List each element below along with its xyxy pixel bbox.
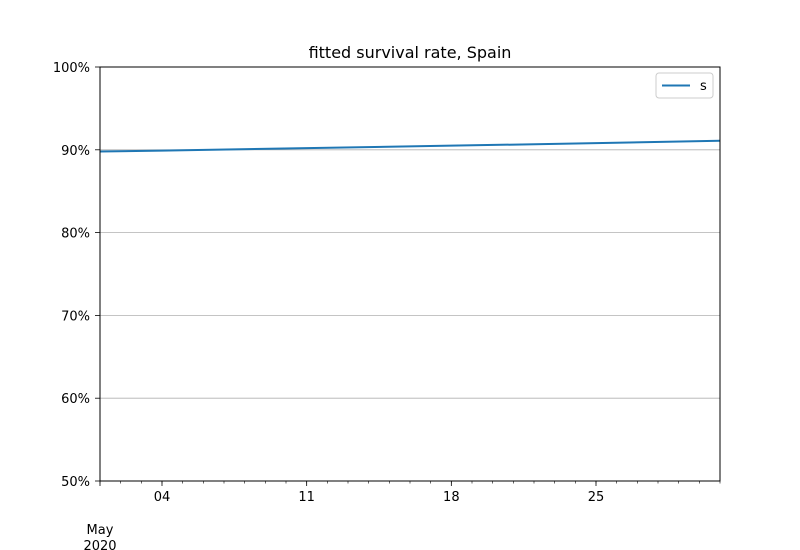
y-tick-label: 100%: [53, 61, 90, 76]
x-period-label: May: [87, 523, 114, 538]
y-tick-label: 80%: [61, 227, 90, 242]
y-tick-label: 90%: [61, 144, 90, 159]
x-tick-label: 18: [443, 490, 460, 505]
plot-frame: [99, 66, 721, 482]
x-tick-label: 25: [588, 490, 605, 505]
x-period-label: 2020: [83, 539, 116, 550]
legend-label: s: [700, 79, 707, 94]
grid-lines: [100, 66, 720, 482]
y-tick-label: 50%: [61, 475, 90, 490]
y-tick-label: 60%: [61, 392, 90, 407]
y-tick-label: 70%: [61, 309, 90, 324]
x-tick-label: 11: [298, 490, 315, 505]
y-axis: 50% 60% 70% 80% 90% 100%: [53, 61, 100, 490]
chart-title: fitted survival rate, Spain: [309, 43, 512, 62]
legend: s: [655, 72, 714, 99]
x-tick-label: 04: [154, 490, 171, 505]
series-line: [99, 139, 721, 153]
